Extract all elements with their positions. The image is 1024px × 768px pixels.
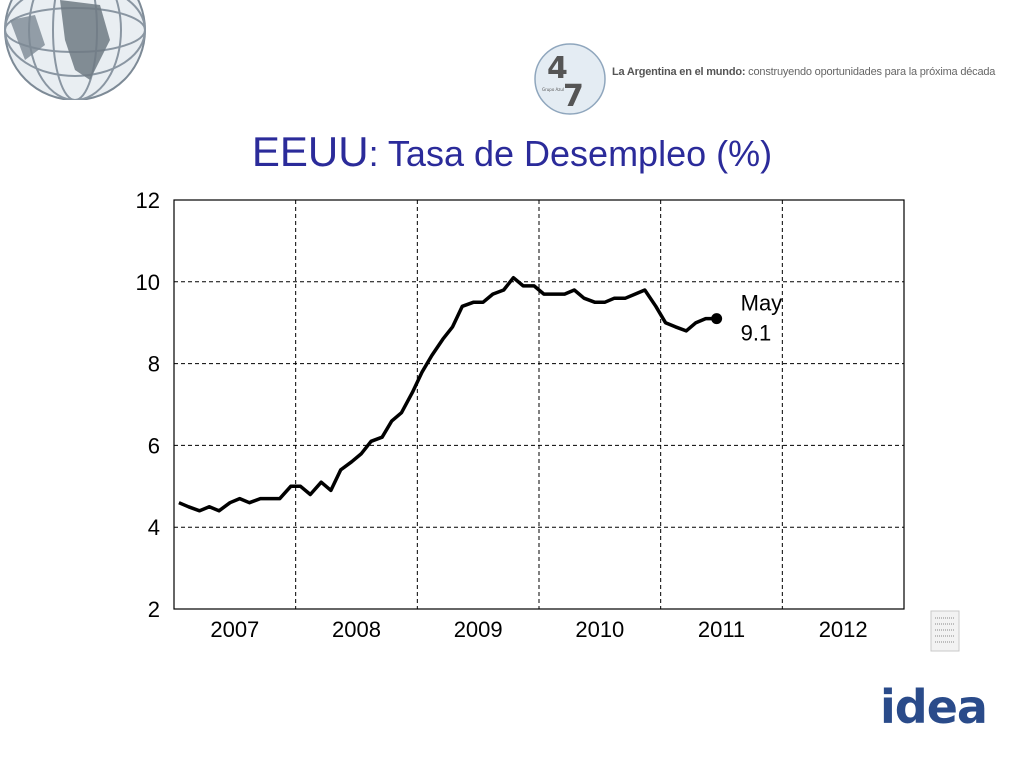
x-tick-label: 2009 xyxy=(454,617,503,642)
document-icon xyxy=(930,610,960,652)
y-tick-label: 2 xyxy=(148,597,160,622)
annotation-month: May xyxy=(741,291,783,316)
y-tick-label: 12 xyxy=(136,188,160,213)
page-title: EEUU: Tasa de Desempleo (%) xyxy=(0,128,1024,176)
idea-logo: idea xyxy=(880,680,988,734)
tagline-rest: construyendo oportunidades para la próxi… xyxy=(745,66,996,78)
title-sub: : Tasa de Desempleo (%) xyxy=(368,133,773,174)
header-tagline: La Argentina en el mundo: construyendo o… xyxy=(612,66,995,78)
y-tick-label: 10 xyxy=(136,270,160,295)
x-tick-label: 2012 xyxy=(819,617,868,642)
x-tick-label: 2010 xyxy=(575,617,624,642)
svg-text:7: 7 xyxy=(563,79,584,114)
x-tick-label: 2008 xyxy=(332,617,381,642)
globe-logo xyxy=(4,0,146,100)
svg-text:Grupo Azul: Grupo Azul xyxy=(542,87,564,92)
x-tick-label: 2007 xyxy=(210,617,259,642)
svg-text:4: 4 xyxy=(547,51,568,86)
x-tick-label: 2011 xyxy=(698,617,745,642)
y-tick-label: 8 xyxy=(148,352,160,377)
y-tick-label: 6 xyxy=(148,433,160,458)
tagline-bold: La Argentina en el mundo: xyxy=(612,66,746,78)
y-axis-ticks: 2 4 6 8 10 12 xyxy=(136,188,160,622)
annotation-value: 9.1 xyxy=(741,321,772,346)
grupo-47-logo: 4 7 Grupo Azul xyxy=(534,43,606,115)
series-line-unemployment xyxy=(178,275,717,513)
grid-lines xyxy=(174,200,904,609)
title-main: EEUU xyxy=(251,128,369,175)
end-point-marker xyxy=(711,313,723,325)
x-axis-ticks: 2007 2008 2009 2010 2011 2012 xyxy=(210,617,867,642)
y-tick-label: 4 xyxy=(148,515,160,540)
